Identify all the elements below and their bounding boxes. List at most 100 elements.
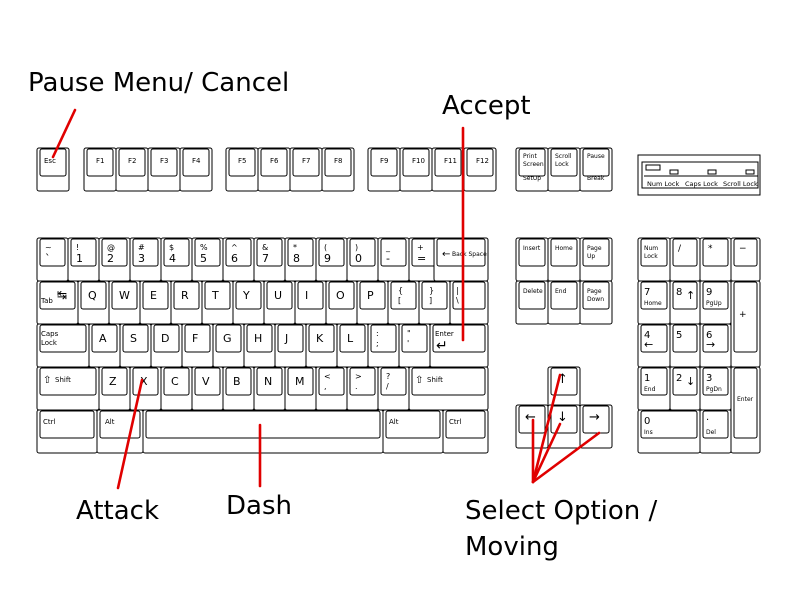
key-open-bracket[interactable]: {[: [387, 280, 420, 325]
key-num-slash[interactable]: /: [669, 237, 701, 282]
key-number-2[interactable]: @2: [98, 237, 131, 282]
key-pause[interactable]: Pause Break: [579, 147, 613, 192]
key-l[interactable]: L: [336, 323, 369, 368]
key-comma[interactable]: <,: [315, 366, 348, 411]
key-number-4[interactable]: $4: [160, 237, 193, 282]
key-number-0[interactable]: ~`: [36, 237, 69, 282]
key-number-1[interactable]: !1: [67, 237, 100, 282]
key-nav-r2-1[interactable]: End: [547, 280, 581, 325]
key-f12[interactable]: F12: [463, 147, 497, 192]
key-tab[interactable]: Tab ↹: [36, 280, 79, 325]
key-num-3[interactable]: 3 PgDn: [699, 366, 732, 411]
key-cap: [260, 148, 288, 177]
key-backspace[interactable]: ← Back Space: [433, 237, 489, 282]
key-s[interactable]: S: [119, 323, 152, 368]
key-number-7[interactable]: &7: [253, 237, 286, 282]
key-num-0[interactable]: 0 Ins: [637, 409, 701, 454]
key-nav-r1-0[interactable]: Insert: [515, 237, 549, 282]
key-number-3[interactable]: #3: [129, 237, 162, 282]
key-period[interactable]: >.: [346, 366, 379, 411]
key-r[interactable]: R: [170, 280, 203, 325]
key-num-6[interactable]: 6→: [699, 323, 732, 368]
key-q[interactable]: Q: [77, 280, 110, 325]
key-z[interactable]: Z: [98, 366, 131, 411]
key-number-10[interactable]: )0: [346, 237, 379, 282]
key-f6[interactable]: F6: [257, 147, 291, 192]
key-h[interactable]: H: [243, 323, 276, 368]
key-num-8[interactable]: 8 ↑: [669, 280, 701, 325]
key-num-star[interactable]: *: [699, 237, 732, 282]
key-m[interactable]: M: [284, 366, 317, 411]
key-n[interactable]: N: [253, 366, 286, 411]
key-space[interactable]: [142, 409, 384, 454]
key-number-6[interactable]: ^6: [222, 237, 255, 282]
key-d[interactable]: D: [150, 323, 183, 368]
key-w[interactable]: W: [108, 280, 141, 325]
key-f11[interactable]: F11: [431, 147, 465, 192]
key-t[interactable]: T: [201, 280, 234, 325]
key-num-enter[interactable]: Enter: [730, 366, 761, 454]
key-f[interactable]: F: [181, 323, 214, 368]
key-num-5[interactable]: 5: [669, 323, 701, 368]
key-num-dot[interactable]: . Del: [699, 409, 732, 454]
key-left-ctrl[interactable]: Ctrl: [36, 409, 98, 454]
key-number-8[interactable]: *8: [284, 237, 317, 282]
key-num-2[interactable]: 2 ↓: [669, 366, 701, 411]
key-v[interactable]: V: [191, 366, 224, 411]
key-nav-r1-1[interactable]: Home: [547, 237, 581, 282]
key-esc[interactable]: Esc: [36, 147, 70, 192]
key-arrow-down[interactable]: ↓: [547, 404, 581, 449]
key-backslash[interactable]: |\: [449, 280, 489, 325]
key-arrow-up[interactable]: ↑: [547, 366, 581, 411]
key-x[interactable]: X: [129, 366, 162, 411]
key-a[interactable]: A: [88, 323, 121, 368]
key-j[interactable]: J: [274, 323, 307, 368]
key-p[interactable]: P: [356, 280, 389, 325]
key-enter[interactable]: Enter↵: [429, 323, 489, 368]
key-left-alt[interactable]: Alt: [96, 409, 144, 454]
key-right-alt[interactable]: Alt: [382, 409, 444, 454]
key-num-4[interactable]: 4←: [637, 323, 671, 368]
key-c[interactable]: C: [160, 366, 193, 411]
key-k[interactable]: K: [305, 323, 338, 368]
key-f9[interactable]: F9: [367, 147, 401, 192]
key-f10[interactable]: F10: [399, 147, 433, 192]
key-f3[interactable]: F3: [147, 147, 181, 192]
key-quote[interactable]: "': [398, 323, 431, 368]
key-u[interactable]: U: [263, 280, 296, 325]
key-o[interactable]: O: [325, 280, 358, 325]
key-g[interactable]: G: [212, 323, 245, 368]
key-num-9[interactable]: 9 PgUp: [699, 280, 732, 325]
key-slash[interactable]: ?/: [377, 366, 410, 411]
key-num-plus[interactable]: +: [730, 280, 761, 368]
key-f2[interactable]: F2: [115, 147, 149, 192]
key-y[interactable]: Y: [232, 280, 265, 325]
key-left-shift[interactable]: ⇧ Shift: [36, 366, 100, 411]
key-i[interactable]: I: [294, 280, 327, 325]
key-right-ctrl[interactable]: Ctrl: [442, 409, 489, 454]
key-b[interactable]: B: [222, 366, 255, 411]
key-f4[interactable]: F4: [179, 147, 213, 192]
key-num-1[interactable]: 1 End: [637, 366, 671, 411]
key-close-bracket[interactable]: }]: [418, 280, 451, 325]
key-f1[interactable]: F1: [83, 147, 117, 192]
key-nav-r2-0[interactable]: Delete: [515, 280, 549, 325]
key-semicolon[interactable]: :;: [367, 323, 400, 368]
key-right-shift[interactable]: ⇧ Shift: [408, 366, 489, 411]
key-arrow-right[interactable]: →: [579, 404, 613, 449]
key-num-7[interactable]: 7 Home: [637, 280, 671, 325]
key-f7[interactable]: F7: [289, 147, 323, 192]
key-f8[interactable]: F8: [321, 147, 355, 192]
key-e[interactable]: E: [139, 280, 172, 325]
key-number-11[interactable]: _-: [377, 237, 410, 282]
key-number-9[interactable]: (9: [315, 237, 348, 282]
key-f5[interactable]: F5: [225, 147, 259, 192]
key-num-minus[interactable]: −: [730, 237, 761, 282]
key-number-5[interactable]: %5: [191, 237, 224, 282]
